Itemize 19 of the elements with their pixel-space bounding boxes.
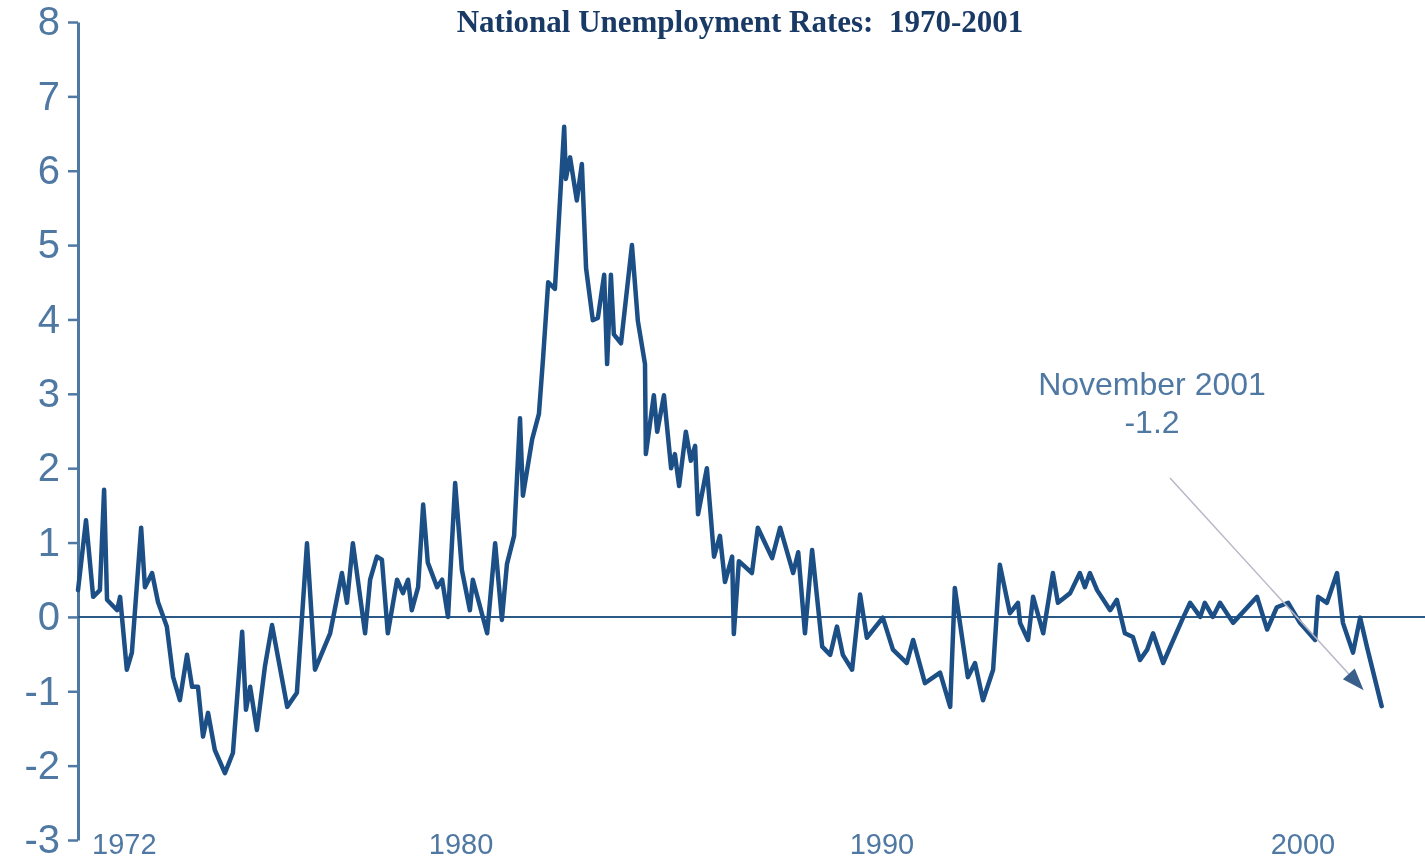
y-tick-label: 1: [37, 519, 60, 564]
y-tick-label: 8: [37, 0, 60, 44]
y-tick-label: 0: [37, 594, 60, 639]
y-tick-label: 4: [37, 296, 60, 341]
x-tick-label: 1980: [428, 828, 494, 860]
y-tick-label: -2: [24, 742, 60, 787]
y-tick-label: -3: [24, 817, 60, 862]
y-tick-label: 3: [37, 371, 60, 416]
chart-title: National Unemployment Rates: 1970-2001: [456, 4, 1024, 39]
y-tick-label: 5: [37, 222, 60, 267]
y-tick-label: -1: [24, 668, 60, 713]
annotation: November 2001 -1.2: [1038, 366, 1266, 440]
x-tick-label: 1972: [92, 828, 157, 860]
x-tick-label: 1990: [849, 828, 915, 860]
x-tick-label: 2000: [1270, 828, 1336, 860]
y-tick-label: 6: [37, 148, 60, 193]
y-tick-label: 2: [37, 445, 60, 490]
y-tick-label: 7: [37, 73, 60, 118]
line-series: [75, 124, 1384, 776]
